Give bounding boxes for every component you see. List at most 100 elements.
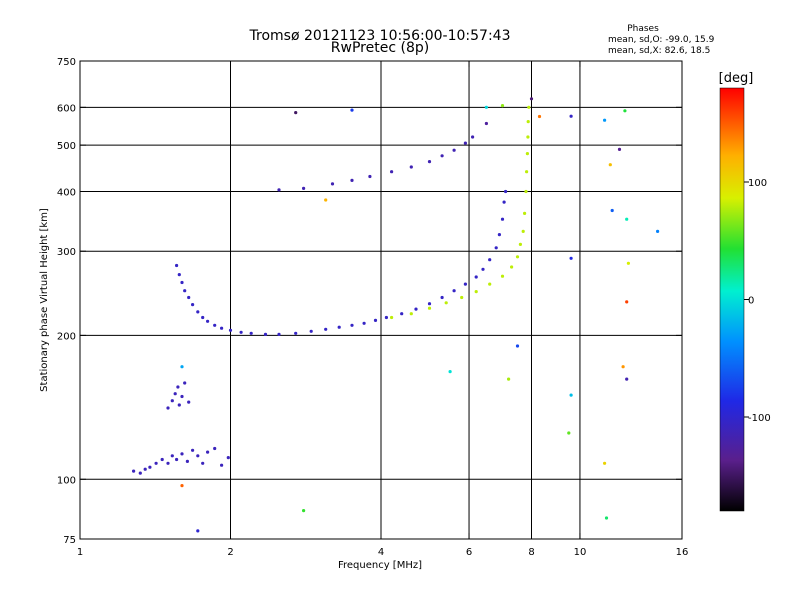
- data-point: [427, 306, 432, 310]
- data-point: [170, 454, 174, 458]
- y-tick-label: 300: [57, 247, 76, 258]
- data-point: [362, 321, 366, 325]
- data-point: [175, 457, 179, 462]
- data-point: [368, 174, 372, 179]
- x-axis-label: Frequency [MHz]: [338, 560, 422, 571]
- data-point: [484, 121, 488, 126]
- data-point: [166, 461, 170, 465]
- data-point: [537, 114, 542, 119]
- data-point: [507, 377, 511, 381]
- y-tick-label: 400: [57, 187, 76, 198]
- data-point: [213, 323, 217, 327]
- data-point: [569, 114, 573, 118]
- data-point: [526, 135, 530, 139]
- axis-ticks: 1 2 4 6 8 10 16 75 100 200 300 400 500 600 750: [57, 57, 688, 558]
- data-point: [220, 463, 224, 467]
- data-point: [196, 310, 200, 314]
- data-point: [309, 329, 313, 333]
- data-point: [390, 315, 394, 320]
- data-point: [621, 365, 625, 369]
- colorbar-label: [deg]: [719, 71, 754, 86]
- data-point: [656, 229, 660, 233]
- data-point: [176, 385, 180, 389]
- data-point: [294, 331, 298, 335]
- data-point: [177, 403, 181, 407]
- y-axis-label: Stationary phase Virtual Height [km]: [39, 208, 50, 392]
- data-point: [604, 516, 609, 520]
- data-point: [409, 165, 413, 169]
- data-point: [206, 319, 210, 323]
- data-point: [324, 327, 328, 331]
- colorbar-tick-label: 0: [748, 296, 754, 307]
- data-point: [500, 104, 505, 108]
- data-point: [180, 280, 184, 285]
- y-tick-label: 750: [57, 57, 76, 68]
- data-point: [409, 312, 413, 316]
- data-point: [187, 400, 191, 404]
- data-point: [263, 332, 268, 336]
- data-point: [228, 328, 233, 332]
- gridlines: [80, 61, 682, 539]
- data-point: [617, 147, 622, 151]
- data-point: [148, 465, 152, 469]
- data-point: [625, 300, 629, 304]
- data-point: [463, 282, 467, 286]
- data-point: [196, 454, 200, 458]
- data-point: [143, 467, 147, 471]
- x-tick-label: 1: [77, 547, 83, 558]
- data-point: [330, 182, 335, 186]
- data-point: [567, 431, 571, 435]
- colorbar-gradient: [719, 87, 745, 512]
- data-point: [390, 170, 394, 174]
- data-point: [206, 450, 210, 454]
- data-point: [510, 265, 514, 269]
- data-point: [452, 289, 456, 293]
- data-point: [350, 178, 354, 182]
- data-point: [173, 392, 177, 396]
- colorbar-tick-label: -100: [748, 413, 771, 424]
- data-point: [132, 469, 136, 473]
- data-point: [500, 217, 505, 221]
- data-point: [463, 141, 467, 145]
- data-point: [239, 330, 243, 334]
- data-point: [524, 189, 528, 194]
- data-point: [471, 135, 475, 139]
- data-point: [608, 163, 612, 167]
- data-point: [500, 274, 505, 278]
- data-point: [196, 529, 200, 533]
- data-point: [494, 246, 498, 250]
- y-tick-label: 600: [57, 103, 76, 114]
- data-point: [603, 118, 607, 122]
- data-point: [427, 302, 432, 306]
- data-point: [183, 289, 187, 293]
- data-point: [610, 208, 614, 213]
- data-point: [191, 303, 195, 307]
- data-point: [185, 459, 189, 463]
- data-point: [249, 331, 253, 335]
- data-point: [603, 461, 607, 465]
- data-point: [294, 111, 298, 115]
- data-point: [444, 301, 448, 305]
- data-point: [154, 461, 158, 465]
- data-point: [526, 120, 530, 124]
- data-point: [488, 282, 492, 286]
- data-point: [569, 393, 573, 397]
- data-point: [183, 381, 187, 385]
- data-point: [170, 399, 174, 403]
- stats-x-line: mean, sd,X: 82.6, 18.5: [608, 46, 710, 56]
- stats-o-line: mean, sd,O: -99.0, 15.9: [608, 35, 715, 45]
- x-tick-label: 2: [227, 547, 233, 558]
- data-point: [488, 258, 492, 262]
- y-tick-label: 100: [57, 475, 76, 486]
- x-tick-label: 10: [574, 547, 587, 558]
- x-tick-label: 6: [466, 547, 472, 558]
- data-point: [177, 273, 181, 277]
- data-point: [226, 456, 230, 460]
- colorbar-ticks: 100 0 -100: [744, 178, 771, 424]
- data-point: [626, 261, 631, 265]
- x-tick-label: 8: [528, 547, 534, 558]
- data-point: [201, 461, 205, 465]
- data-point: [384, 315, 388, 320]
- data-point: [201, 315, 205, 320]
- data-point: [521, 229, 525, 233]
